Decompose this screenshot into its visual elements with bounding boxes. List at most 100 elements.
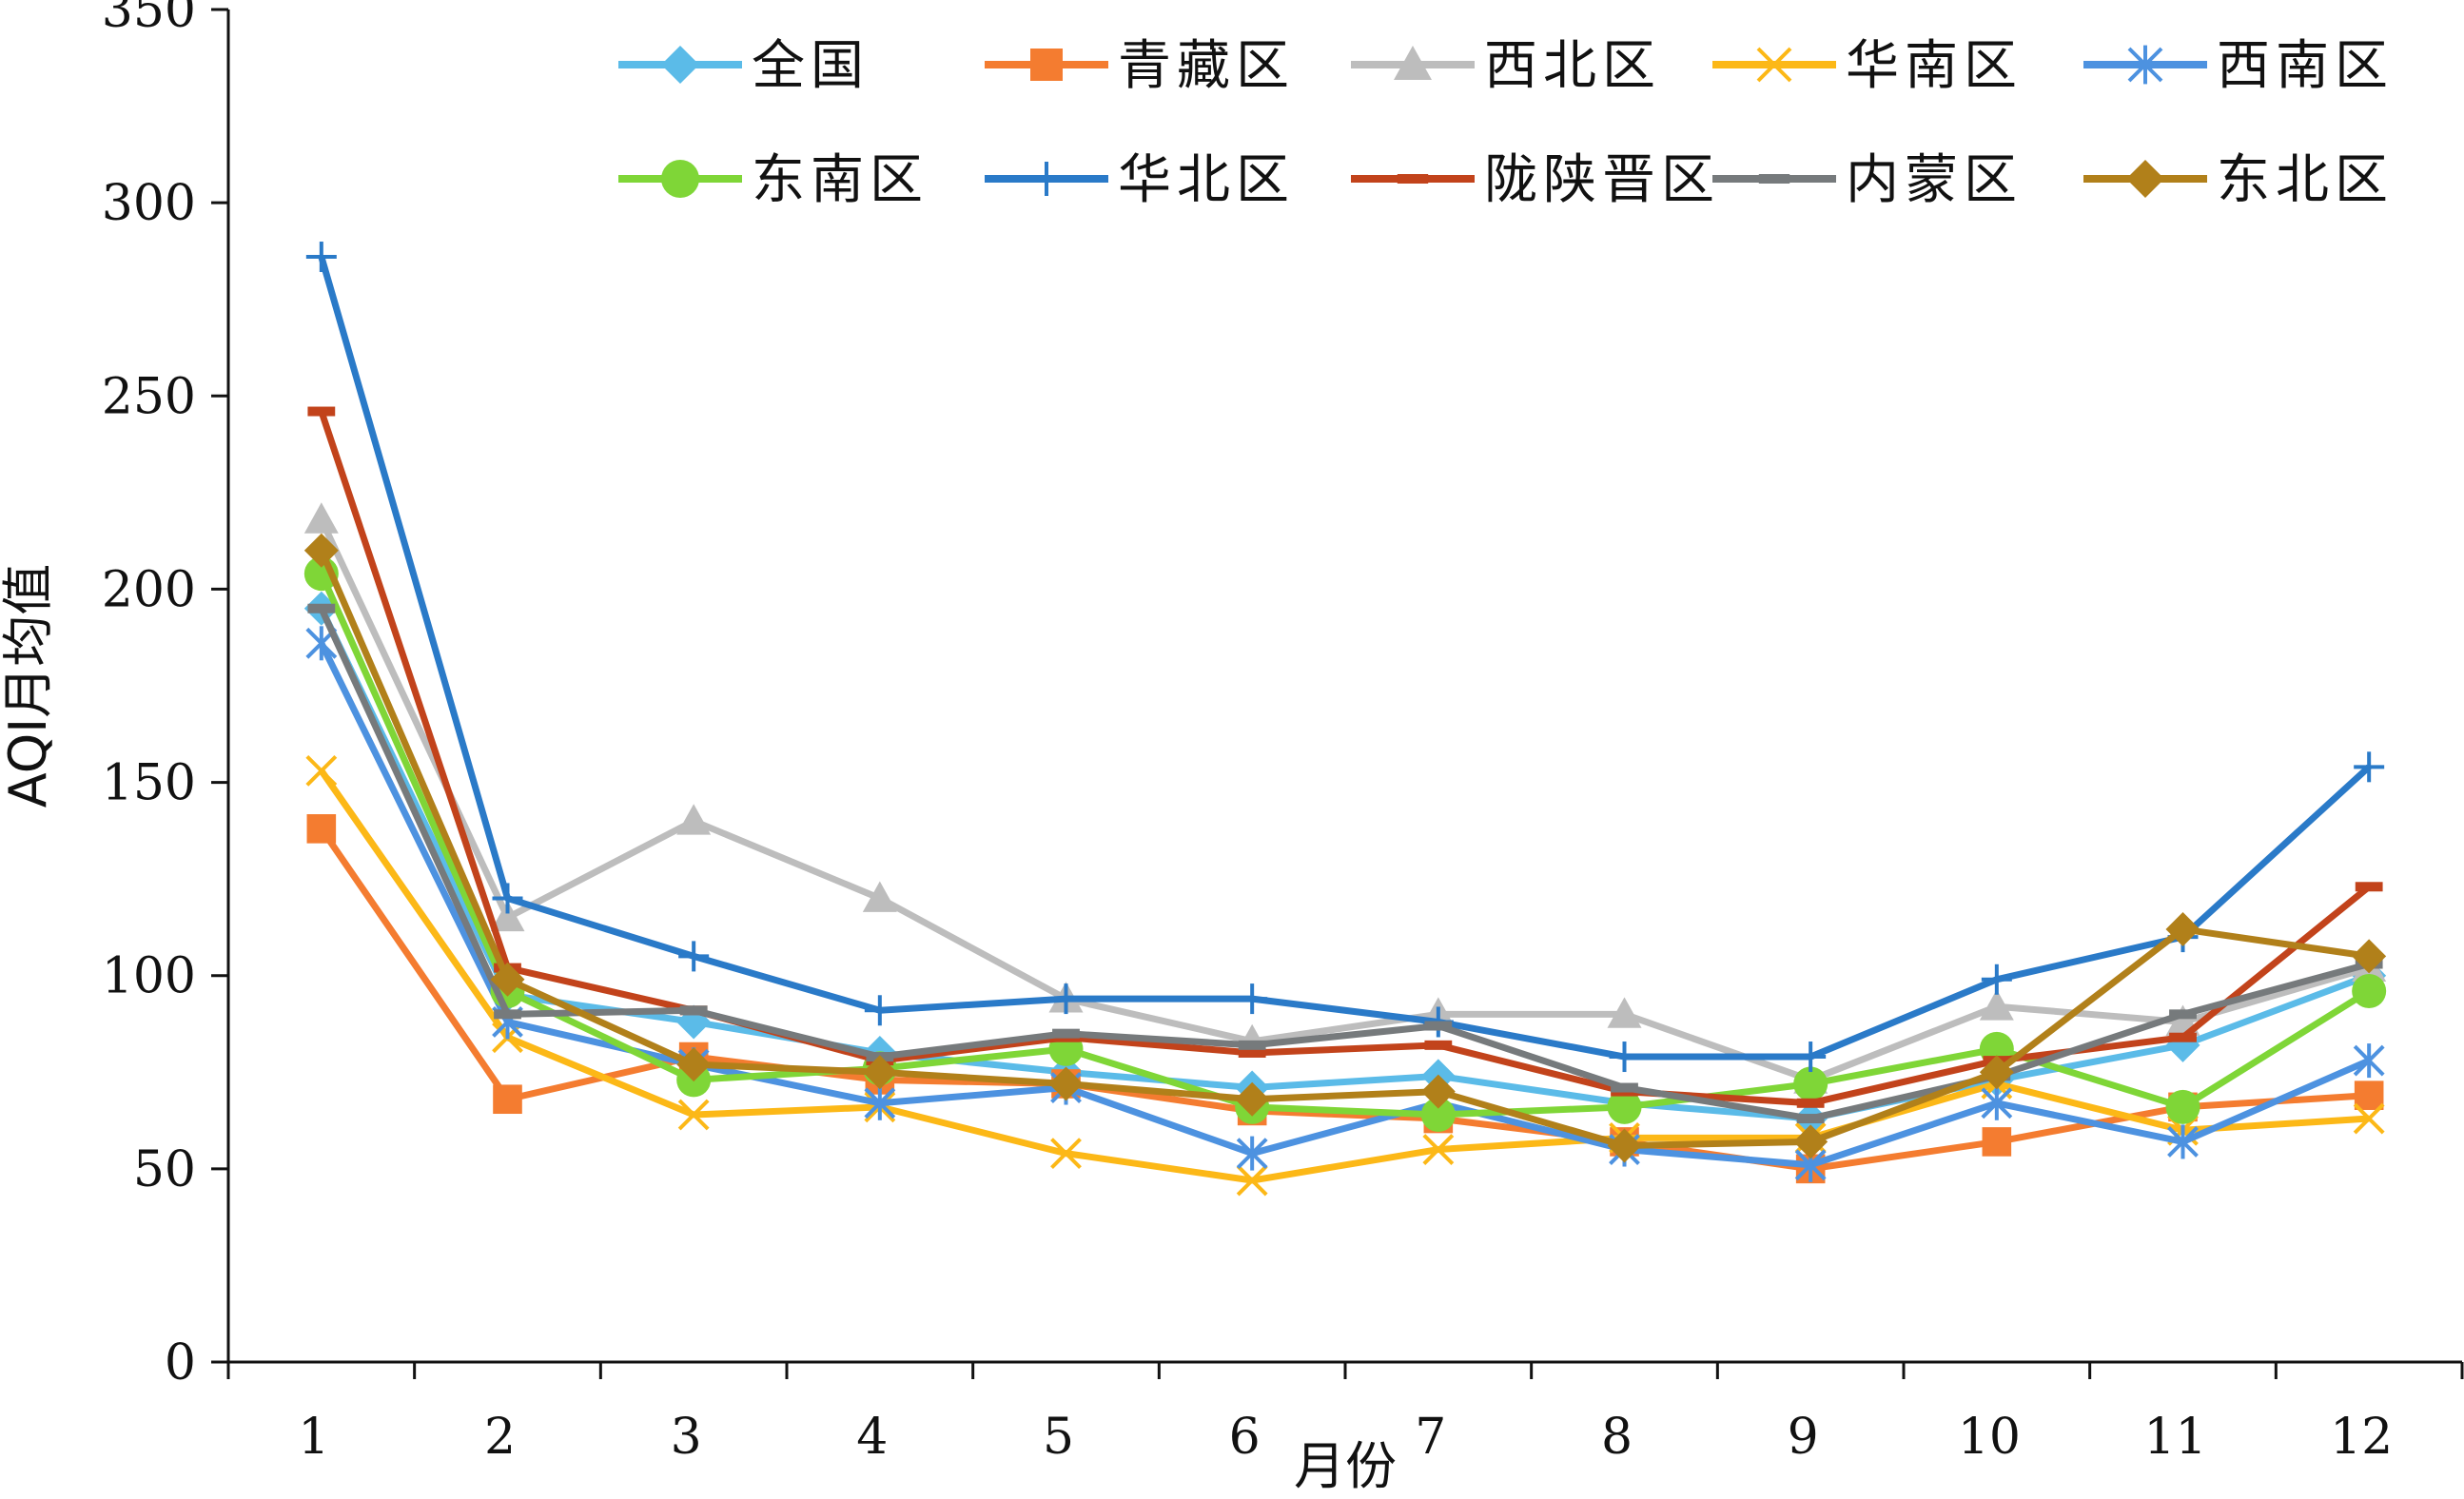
data-point (2167, 1124, 2199, 1159)
legend-label: 全国 (752, 35, 870, 97)
y-tick-label: 50 (133, 1141, 196, 1198)
data-point (1793, 1124, 1828, 1159)
legend-label: 青藏区 (1118, 35, 1295, 97)
series-10 (303, 533, 2387, 1163)
data-point (2352, 973, 2387, 1008)
data-point (1052, 1028, 1080, 1039)
y-tick-label: 250 (102, 368, 196, 425)
x-tick-label: 1 (298, 1409, 329, 1466)
data-point (1609, 1042, 1640, 1073)
legend-item: 华北区 (985, 149, 1295, 211)
legend-item: 西南区 (2083, 35, 2388, 97)
data-point (303, 502, 339, 534)
y-tick-label: 350 (102, 0, 196, 39)
legend-marker (1397, 174, 1429, 184)
series-line (318, 410, 2372, 1107)
legend-label: 华北区 (1118, 149, 1295, 211)
x-tick-label: 4 (856, 1409, 888, 1466)
x-tick-label: 2 (484, 1409, 516, 1466)
data-point (493, 1084, 522, 1115)
legend-label: 东南区 (752, 149, 929, 211)
legend-label: 东北区 (2217, 149, 2394, 211)
legend-marker (1758, 174, 1790, 184)
data-point (862, 881, 897, 912)
x-tick-label: 10 (1958, 1409, 2021, 1466)
series-line (318, 256, 2372, 1061)
x-tick-label: 3 (671, 1409, 702, 1466)
series-line (318, 549, 2370, 1149)
data-point (1424, 1021, 1453, 1031)
legend-marker (661, 46, 699, 84)
data-point (1611, 1082, 1638, 1093)
data-point (864, 995, 895, 1026)
data-point (678, 941, 710, 972)
data-point (492, 883, 523, 914)
data-point (1607, 997, 1642, 1028)
series-line (318, 607, 2371, 1122)
y-tick-label: 100 (102, 948, 196, 1005)
data-point (1238, 1040, 1266, 1050)
legend-label: 西北区 (1484, 35, 1661, 97)
data-point (2353, 1102, 2385, 1135)
data-point (2165, 1089, 2200, 1124)
data-point (2354, 1080, 2384, 1110)
data-point (1048, 1066, 1084, 1101)
data-point (490, 900, 525, 932)
data-point (1982, 1127, 2012, 1157)
data-point (1793, 1066, 1828, 1101)
data-point (864, 1085, 896, 1120)
data-point (2169, 1009, 2197, 1020)
legend-item: 东南区 (618, 149, 929, 211)
legend-item: 东北区 (2083, 149, 2394, 211)
data-point (1236, 1136, 1268, 1171)
data-point (1607, 1128, 1642, 1163)
series-line (318, 607, 2371, 1122)
series-line (318, 769, 2370, 1184)
data-point (676, 1047, 712, 1082)
y-tick-label: 0 (165, 1334, 196, 1392)
y-axis-title: AQI月均值 (0, 564, 58, 808)
legend-marker (1756, 47, 1792, 83)
x-tick-label: 9 (1788, 1409, 1819, 1466)
series-layer (303, 242, 2387, 1197)
data-point (2354, 751, 2385, 783)
legend-item: 内蒙区 (1712, 149, 2017, 211)
legend-item: 全国 (618, 35, 870, 97)
x-tick-label: 7 (1415, 1409, 1446, 1466)
data-point (2165, 911, 2200, 946)
data-point (1050, 983, 1082, 1015)
legend-marker (1030, 49, 1063, 81)
data-point (1238, 1047, 1266, 1058)
data-point (305, 754, 338, 787)
data-point (2353, 1043, 2385, 1079)
legend-marker (1394, 46, 1432, 80)
data-point (2169, 1032, 2197, 1042)
legend-marker (2126, 160, 2164, 198)
x-tick-label: 12 (2330, 1409, 2393, 1466)
data-point (1979, 1055, 2014, 1090)
data-point (1420, 1097, 1456, 1132)
legend-marker (661, 160, 699, 198)
legend-label: 陇陕晋区 (1484, 149, 1720, 211)
series-3 (303, 502, 2387, 1094)
data-point (2355, 882, 2383, 892)
y-tick-label: 150 (102, 755, 196, 812)
data-point (1422, 1134, 1455, 1165)
data-point (862, 1055, 897, 1090)
data-point (1050, 1138, 1082, 1170)
legend-marker (1029, 162, 1064, 196)
data-point (1979, 989, 2014, 1021)
legend-item: 华南区 (1712, 35, 2017, 97)
data-point (1235, 1081, 1270, 1117)
series-line (318, 517, 2371, 1083)
data-point (1607, 1089, 1642, 1124)
series-6 (303, 556, 2387, 1132)
data-point (676, 804, 712, 835)
data-point (303, 533, 339, 568)
data-point (307, 406, 336, 417)
data-point (1795, 1042, 1827, 1073)
data-point (1236, 1164, 1268, 1197)
data-point (305, 242, 337, 273)
legend-item: 陇陕晋区 (1351, 149, 1720, 211)
